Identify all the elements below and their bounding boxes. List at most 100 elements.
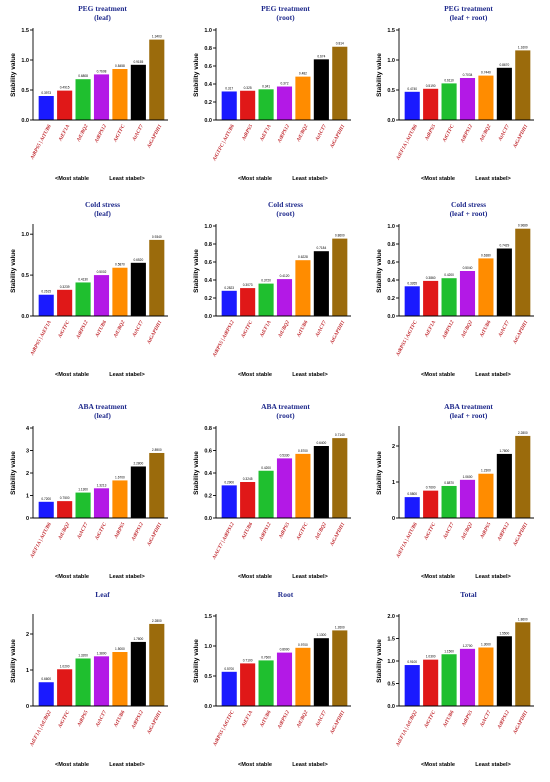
bar [459,648,476,706]
category-label: AtRPS5 | AtGTFC [395,319,419,358]
y-tick-label: 0.2 [204,296,212,302]
category-label: AtUBQ2 [57,521,72,541]
category-label: AtRPS12 [459,123,474,144]
category-label: AtGAPDH1 [329,319,347,346]
chart-subtitle: (leaf) [94,411,111,420]
y-tick-label: 0 [26,704,29,710]
category-label: AtUBQ2 [295,709,310,729]
chart-title: Cold stress [85,200,120,209]
y-tick-label: 0.8 [204,46,212,52]
y-tick-label: 0.0 [21,118,29,124]
chart-title: PEG treatment [444,4,493,13]
chart-title: PEG treatment [78,4,127,13]
bar [496,453,512,518]
category-label: AtACT7 [497,319,511,339]
bar-value-label: 0.2900 [224,480,234,484]
bar-value-label: 1.7800 [499,449,509,453]
least-stable-note: Least stabel> [292,762,328,768]
y-tick-label: 0.0 [204,314,212,320]
bar [221,671,237,706]
bar-value-label: 0.7429 [499,244,509,248]
bar-value-label: 0.6520 [133,258,143,262]
most-stable-note: <Most stable [238,176,272,182]
bar [295,260,311,316]
category-label: AtGTFC [240,319,255,340]
category-label: AtACT7 [76,521,90,541]
y-tick-label: 4 [26,426,30,432]
y-tick-label: 0.5 [204,674,212,680]
bar-chart-panel: PEG treatment(root) 0.0 0.2 0.4 0.6 0.8 1.0 Sta… [193,4,351,182]
y-tick-label: 1.0 [387,224,395,230]
category-label: AtACT7 | AtRPS12 [211,521,236,561]
category-label: AtUBQ2 [460,521,475,541]
bar [404,286,420,316]
y-axis-label: Stability value [376,451,383,495]
bar-value-label: 1.2300 [481,469,491,473]
y-tick-label: 0.0 [21,314,29,320]
category-label: AtRPS12 [75,319,90,340]
category-label: AtEF1A | AtUBQ2 [394,709,419,748]
y-tick-label: 2 [26,632,29,638]
bar-value-label: 0.3245 [243,477,253,481]
category-label: AtRPS12 [130,709,145,730]
y-tick-label: 1 [392,480,395,486]
y-tick-label: 1.0 [387,659,395,665]
y-tick-label: 0 [26,516,29,522]
bar [38,96,54,120]
bar-value-label: 2.2800 [152,619,162,623]
most-stable-note: <Most stable [238,372,272,378]
bar [258,470,274,518]
bar-value-label: 0.341 [262,84,270,88]
y-axis-label: Stability value [193,451,200,495]
chart-subtitle: (leaf + root) [450,411,488,420]
bar [112,652,128,706]
category-label: AtRPS12 [258,521,273,542]
y-tick-label: 1.0 [204,28,212,34]
chart-subtitle: (leaf) [94,13,111,22]
y-tick-label: 0.8 [204,242,212,248]
most-stable-note: <Most stable [421,574,455,580]
category-label: AtEF1A [240,709,254,729]
bar [258,89,274,120]
bar-value-label: 0.8670 [499,63,509,67]
bar-value-label: 1.6700 [115,475,125,479]
bar [404,497,420,518]
chart-subtitle: (leaf) [94,209,111,218]
y-tick-label: 0.5 [21,88,29,94]
category-label: AtRPS12 [276,123,291,144]
bar-value-label: 0.7600 [426,486,436,490]
least-stable-note: Least stabel> [475,372,511,378]
bar-value-label: 0.8900 [280,648,290,652]
y-tick-label: 0.6 [204,64,212,70]
bar [515,622,531,706]
category-label: AtUBQ2 [277,319,292,339]
bar [93,656,110,706]
bar [441,485,457,518]
category-label: AtACT7 [94,709,108,729]
category-label: AtRPS5 | AtRPS12 [211,319,236,359]
category-label: AtRPS5 | AtTUB6 [29,123,53,161]
bar [258,660,274,706]
bar-value-label: 0.7200 [41,497,51,501]
bar [332,46,348,120]
bar-value-label: 0.5700 [298,449,308,453]
bar [93,488,110,518]
category-label: AtGAPDH1 [146,123,164,150]
category-label: AtRPS5 [113,521,127,540]
bar-chart-panel: Cold stress(leaf + root) 0.0 0.2 0.4 0.6 0.8 1… [376,200,534,378]
category-label: AtGTFC | AtTUB6 [211,123,236,163]
least-stable-note: Least stabel> [475,762,511,768]
bar-value-label: 2.2800 [518,431,528,435]
category-label: AtGTFC [441,123,456,144]
bar-value-label: 0.2615 [41,290,51,294]
bar-value-label: 1.5000 [115,647,125,651]
category-label: AtGAPDH1 [329,709,347,736]
chart-title: ABA treatment [78,402,127,411]
bar [93,74,110,120]
most-stable-note: <Most stable [238,574,272,580]
y-axis-label: Stability value [10,53,17,97]
chart-title: Root [278,590,294,599]
category-label: AtGAPDH1 [146,709,164,736]
y-tick-label: 0 [392,516,395,522]
bar [423,280,439,316]
